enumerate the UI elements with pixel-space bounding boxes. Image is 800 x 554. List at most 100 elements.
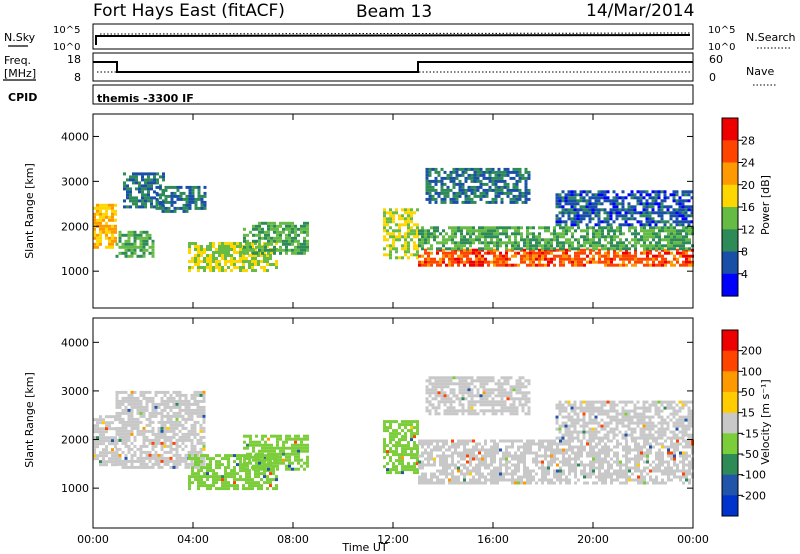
power-cell <box>616 254 619 258</box>
velocity-cell <box>503 409 507 413</box>
velocity-cell <box>178 405 182 409</box>
velocity-cell <box>446 406 450 410</box>
velocity-cell <box>190 414 194 418</box>
velocity-cell <box>199 423 203 427</box>
power-cell <box>565 241 568 245</box>
power-cell <box>559 235 562 239</box>
velocity-cell <box>169 438 173 442</box>
power-cell <box>188 191 192 195</box>
velocity-cell <box>115 426 119 430</box>
velocity-cell <box>196 408 200 412</box>
power-cell <box>570 190 574 194</box>
power-cell <box>561 190 565 194</box>
power-cell <box>413 211 416 215</box>
power-cell <box>291 221 294 225</box>
velocity-cell <box>494 400 498 404</box>
power-cell <box>517 244 520 248</box>
velocity-cell <box>197 481 200 485</box>
power-cell <box>398 256 401 260</box>
power-cell <box>570 217 574 221</box>
power-cell <box>469 244 472 248</box>
velocity-cell <box>658 481 661 485</box>
power-cell <box>585 214 589 218</box>
power-cell <box>258 236 261 240</box>
velocity-cell <box>233 472 236 476</box>
power-cell <box>654 193 658 197</box>
power-cell <box>227 266 230 269</box>
velocity-cell <box>136 459 140 463</box>
power-cell <box>667 238 670 242</box>
velocity-cell <box>479 394 483 398</box>
power-cell <box>499 241 502 245</box>
power-cell <box>203 257 206 260</box>
power-cell <box>490 238 493 242</box>
velocity-cell <box>427 460 430 464</box>
velocity-cell <box>258 440 261 444</box>
power-cell <box>594 208 598 212</box>
power-cell <box>661 263 664 267</box>
power-cell <box>490 241 493 245</box>
power-cell <box>685 226 688 230</box>
velocity-cell <box>520 439 523 443</box>
power-cell <box>494 197 498 201</box>
power-cell <box>633 217 637 221</box>
power-cell <box>460 229 463 233</box>
velocity-cell <box>496 451 499 455</box>
velocity-cell <box>190 447 194 451</box>
velocity-cell <box>457 478 460 482</box>
velocity-cell <box>187 411 191 415</box>
velocity-cell <box>511 472 514 476</box>
power-cell <box>263 260 266 263</box>
power-cell <box>407 250 410 254</box>
velocity-cell <box>443 412 447 416</box>
power-cell <box>383 223 386 227</box>
velocity-cell <box>460 469 463 473</box>
power-cell <box>469 241 472 245</box>
power-cell <box>515 173 519 177</box>
power-cell <box>266 257 269 260</box>
power-cell <box>682 251 685 255</box>
colorbar-segment <box>722 140 738 164</box>
velocity-cell <box>445 475 448 479</box>
power-cell <box>404 208 407 212</box>
velocity-cell <box>263 454 266 458</box>
power-cell <box>401 247 404 251</box>
velocity-cell <box>445 457 448 461</box>
power-cell <box>466 226 469 230</box>
velocity-cell <box>431 397 435 401</box>
power-cell <box>467 185 471 189</box>
power-cell <box>499 244 502 248</box>
power-cell <box>303 230 306 234</box>
power-cell <box>443 194 447 198</box>
power-cell <box>472 229 475 233</box>
velocity-cell <box>191 457 194 461</box>
power-cell <box>99 224 102 228</box>
power-cell <box>627 193 631 197</box>
power-cell <box>661 226 664 230</box>
velocity-cell <box>297 443 300 447</box>
power-cell <box>156 178 159 182</box>
velocity-cell <box>433 475 436 479</box>
velocity-cell <box>130 399 134 403</box>
power-cell <box>640 235 643 239</box>
power-cell <box>622 241 625 245</box>
velocity-cell <box>127 459 131 463</box>
velocity-cell <box>392 453 395 457</box>
velocity-cell <box>646 439 649 443</box>
power-cell <box>640 257 643 261</box>
velocity-cell <box>203 472 206 476</box>
power-cell <box>562 232 565 236</box>
power-cell <box>643 241 646 245</box>
power-cell <box>473 173 477 177</box>
power-cell <box>597 211 601 215</box>
velocity-cell <box>568 460 571 464</box>
velocity-cell <box>434 376 438 380</box>
power-cell <box>457 226 460 230</box>
velocity-cell <box>664 481 667 485</box>
power-cell <box>654 190 658 194</box>
power-cell <box>243 227 246 231</box>
power-cell <box>418 241 421 245</box>
velocity-cell <box>263 481 266 485</box>
power-cell <box>627 202 631 206</box>
power-cell <box>144 193 147 197</box>
